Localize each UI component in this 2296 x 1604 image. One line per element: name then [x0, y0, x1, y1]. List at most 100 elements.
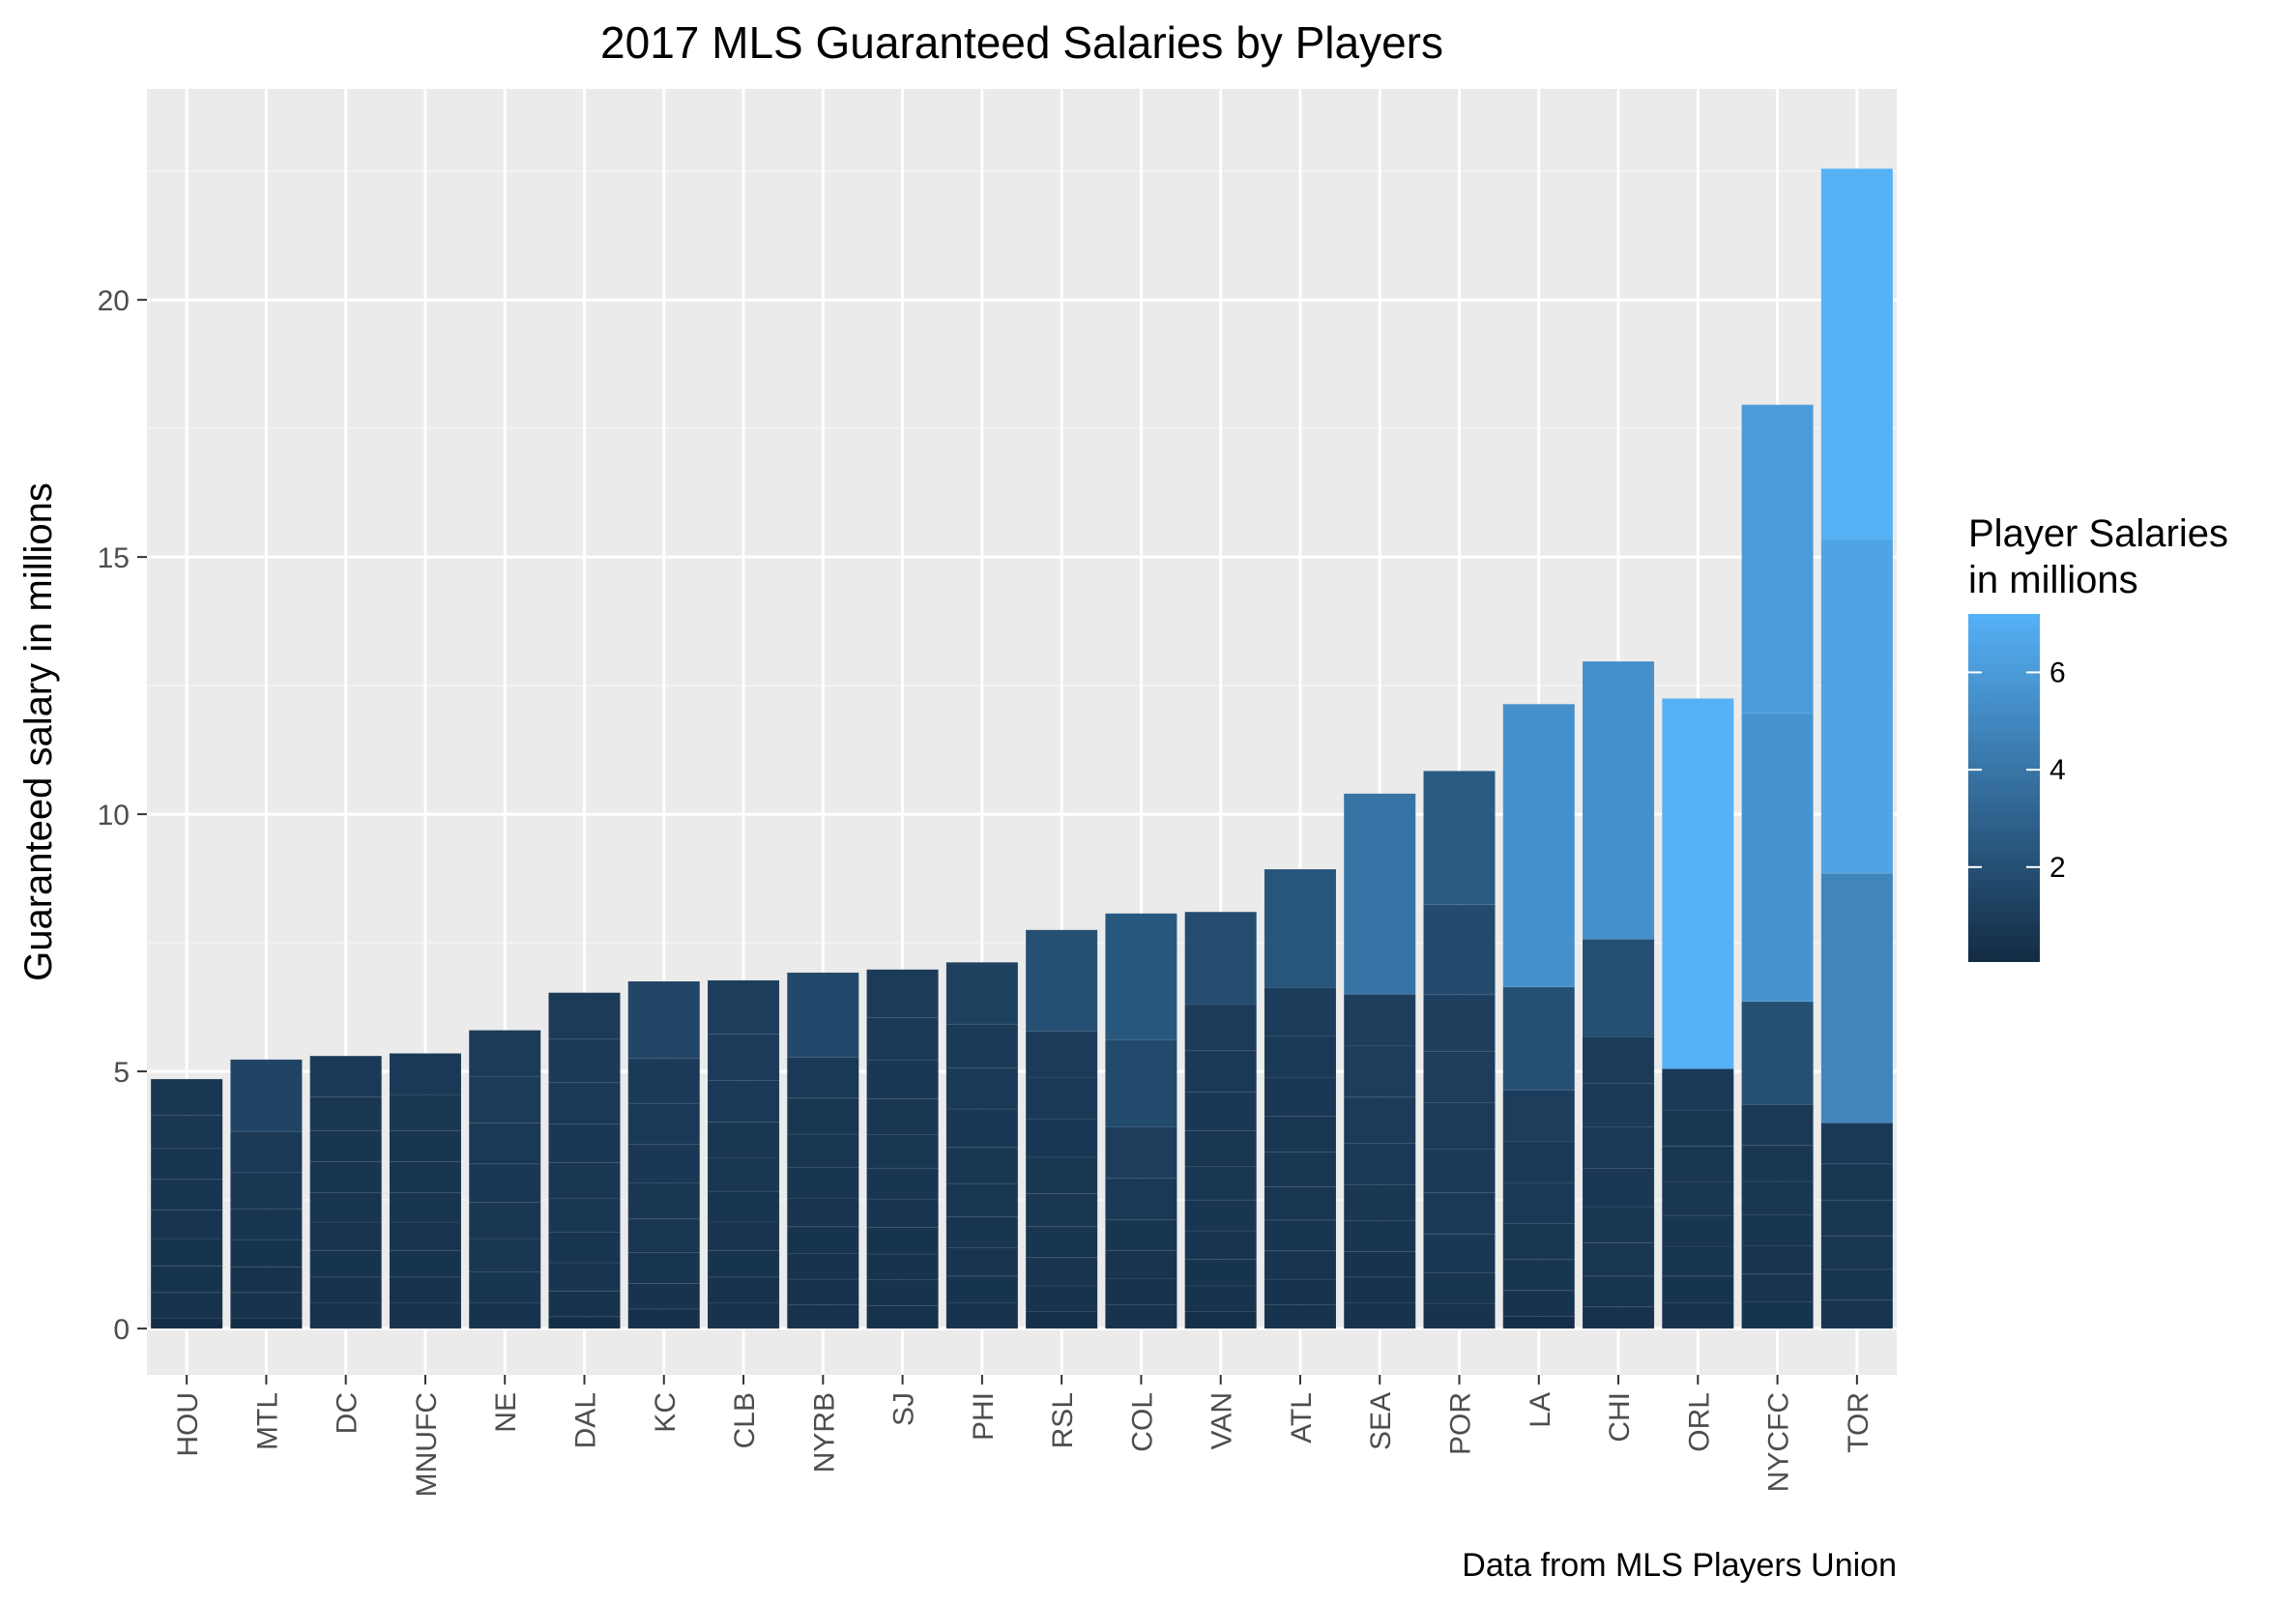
bar-segment	[389, 1302, 462, 1329]
bar-segment	[1104, 1126, 1177, 1180]
bar-segment	[1661, 1181, 1734, 1216]
bar-orl	[1661, 697, 1734, 1329]
bar-segment	[1343, 993, 1416, 1047]
bars	[150, 167, 1894, 1329]
bar-segment	[468, 1122, 541, 1165]
bar-segment	[1104, 1038, 1177, 1128]
bar-segment	[1025, 1118, 1098, 1158]
bar-segment	[468, 1075, 541, 1123]
bar-segment	[945, 1275, 1019, 1304]
bar-segment	[1820, 1269, 1894, 1301]
bar-segment	[707, 1249, 780, 1278]
bar-segment	[627, 1058, 701, 1104]
bar-segment	[1741, 1273, 1815, 1302]
bar-segment	[150, 1179, 223, 1211]
bar-segment	[1422, 1192, 1497, 1235]
bar-segment	[1820, 539, 1894, 874]
bar-ne	[468, 1030, 541, 1329]
bar-segment	[1025, 1156, 1098, 1194]
bar-segment	[1741, 1103, 1815, 1147]
bar-segment	[389, 1276, 462, 1304]
bar-segment	[1502, 1290, 1576, 1317]
bar-segment	[1820, 1122, 1894, 1165]
bar-segment	[1661, 1275, 1734, 1304]
bar-segment	[309, 1302, 383, 1329]
bar-chi	[1582, 660, 1655, 1329]
bar-segment	[786, 1226, 859, 1254]
bar-segment	[150, 1292, 223, 1319]
bar-segment	[229, 1266, 303, 1294]
bar-segment	[1104, 913, 1177, 1040]
x-tick-label: LA	[1525, 1392, 1556, 1428]
bar-sj	[866, 969, 940, 1329]
bar-segment	[866, 1167, 940, 1200]
bar-segment	[547, 1262, 622, 1292]
x-tick-label: CHI	[1604, 1392, 1636, 1443]
bar-segment	[1582, 1126, 1655, 1169]
bar-segment	[1661, 1067, 1734, 1111]
y-axis-label: Guaranteed salary in millions	[17, 482, 60, 981]
bar-segment	[547, 1038, 622, 1084]
bar-segment	[1741, 1181, 1815, 1216]
bar-segment	[1264, 1219, 1337, 1252]
bar-segment	[1502, 1223, 1576, 1261]
y-tick-label: 10	[98, 800, 130, 831]
bar-segment	[786, 1304, 859, 1329]
bar-segment	[1025, 1031, 1098, 1079]
x-tick-label: SEA	[1365, 1392, 1397, 1450]
bar-segment	[309, 1249, 383, 1278]
bar-segment	[1343, 793, 1416, 995]
bar-segment	[786, 1056, 859, 1099]
bar-segment	[229, 1317, 303, 1329]
bar-segment	[1422, 1050, 1497, 1104]
x-tick-label: DC	[332, 1392, 363, 1434]
legend-tick-label: 4	[2049, 754, 2066, 786]
bar-segment	[1502, 1315, 1576, 1329]
bar-segment	[1025, 1285, 1098, 1313]
bar-segment	[1741, 404, 1815, 715]
x-tick-label: SJ	[888, 1392, 920, 1426]
bar-segment	[786, 1097, 859, 1135]
bar-segment	[1264, 1304, 1337, 1329]
bar-segment	[150, 1148, 223, 1181]
bar-segment	[1582, 1082, 1655, 1128]
bar-segment	[1025, 1226, 1098, 1259]
bar-segment	[707, 1080, 780, 1123]
bar-segment	[1422, 1233, 1497, 1273]
bar-segment	[468, 1238, 541, 1273]
x-tick-label: COL	[1126, 1392, 1158, 1452]
bar-segment	[547, 1082, 622, 1124]
bar-segment	[468, 1030, 541, 1077]
bar-segment	[866, 1097, 940, 1136]
legend-ticks: 2 4 6	[1968, 656, 2066, 884]
bar-segment	[1741, 1214, 1815, 1246]
bar-segment	[627, 1182, 701, 1220]
bar-segment	[547, 1198, 622, 1233]
bar-segment	[468, 1302, 541, 1329]
bar-segment	[1264, 1115, 1337, 1153]
x-tick-label: HOU	[172, 1392, 204, 1457]
bar-segment	[309, 1276, 383, 1304]
bar-segment	[1343, 1045, 1416, 1098]
bar-segment	[786, 1278, 859, 1306]
bar-segment	[1820, 1163, 1894, 1201]
x-axis: HOU MTL DC MNUFC NE DAL KC CLB NYRB SJ PHI RSL COL VA…	[172, 1375, 1875, 1497]
y-tick-label: 15	[98, 542, 130, 574]
bar-segment	[309, 1221, 383, 1251]
bar-segment	[547, 1123, 622, 1163]
bar-segment	[1741, 1001, 1815, 1105]
bar-rsl	[1025, 929, 1098, 1329]
bar-segment	[1582, 660, 1655, 940]
bar-segment	[1661, 1302, 1734, 1329]
bar-segment	[1820, 1299, 1894, 1329]
bar-segment	[309, 1191, 383, 1223]
bar-segment	[1661, 1145, 1734, 1183]
bar-segment	[1343, 1276, 1416, 1304]
bar-segment	[1582, 1241, 1655, 1277]
bar-segment	[150, 1114, 223, 1150]
bar-segment	[1264, 1278, 1337, 1306]
bar-segment	[229, 1208, 303, 1240]
colorbar	[1968, 614, 2040, 962]
x-tick-label: NYRB	[808, 1392, 840, 1473]
bar-segment	[1184, 911, 1258, 1006]
